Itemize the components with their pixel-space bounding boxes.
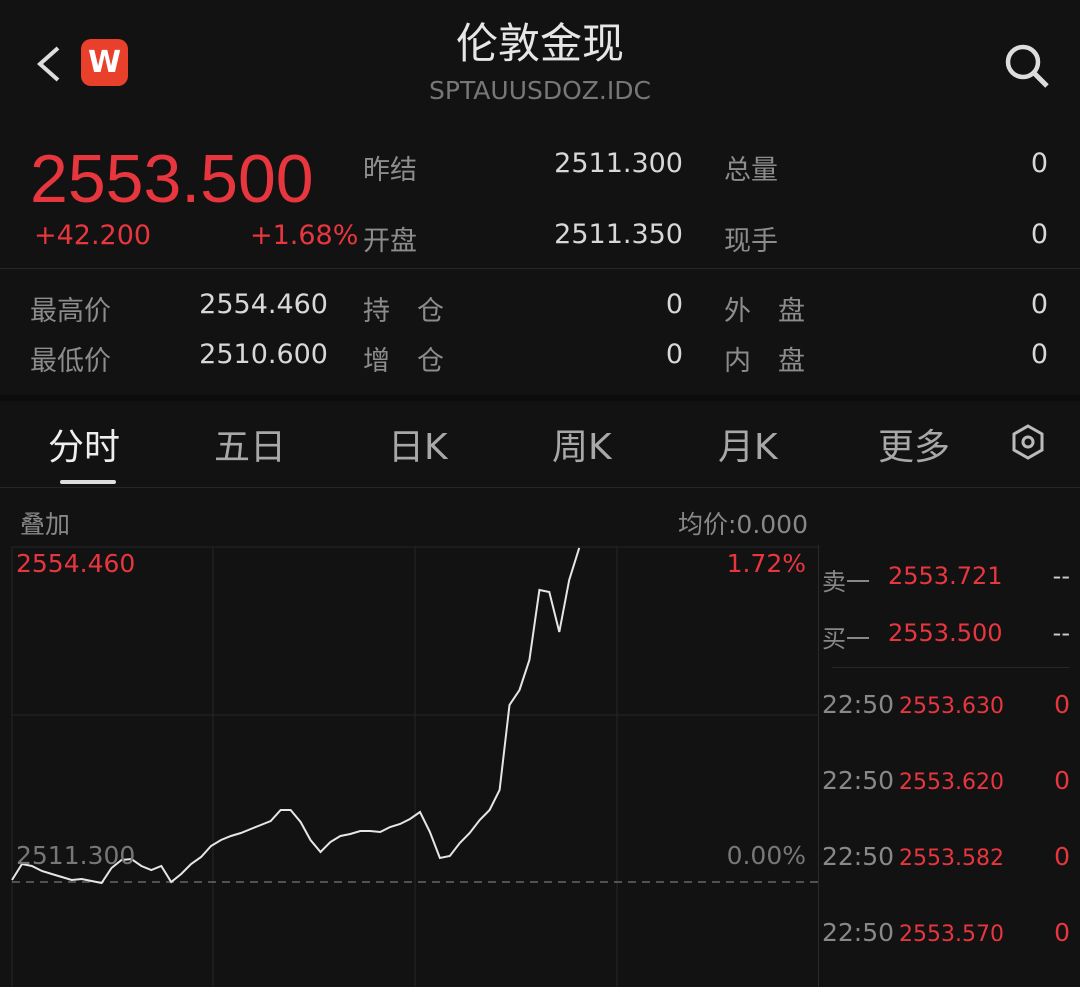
tick-price: 2553.570 (899, 922, 1004, 947)
tab-daily-k[interactable]: 日K (388, 427, 448, 468)
stat-label: 外 盘 (724, 296, 805, 327)
panel-border (818, 545, 819, 987)
tab-monthly-k[interactable]: 月K (718, 427, 778, 468)
tab-five-day[interactable]: 五日 (214, 427, 287, 468)
tick-volume: 0 (1054, 918, 1070, 947)
app-logo: W (81, 39, 128, 86)
order-label: 买一 (822, 625, 870, 653)
tick-price: 2553.620 (899, 770, 1004, 795)
stat-label: 开盘 (363, 226, 417, 257)
active-tab-indicator (60, 480, 116, 484)
tick-volume: 0 (1054, 842, 1070, 871)
tick-volume: 0 (1054, 766, 1070, 795)
symbol-code: SPTAUUSDOZ.IDC (429, 76, 651, 105)
order-label: 卖一 (822, 568, 870, 596)
chevron-left-icon (36, 46, 60, 82)
price-change: +42.200 (34, 220, 152, 251)
order-volume: -- (1052, 619, 1070, 647)
chart-top-pct: 1.72% (726, 549, 806, 578)
tab-intraday[interactable]: 分时 (48, 427, 121, 468)
tick-price: 2553.630 (899, 694, 1004, 719)
stat-label: 增 仓 (363, 346, 444, 377)
chart-top-price: 2554.460 (16, 549, 136, 578)
order-price: 2553.500 (888, 619, 1003, 647)
stat-value: 0 (1030, 219, 1048, 250)
order-volume: -- (1052, 562, 1070, 590)
chart-settings-button[interactable] (1008, 422, 1048, 466)
price-line (11, 547, 581, 885)
avg-price: 均价:0.000 (678, 510, 808, 539)
tick-row: 22:50 2553.582 0 (822, 842, 1072, 871)
order-book-row: 买一 2553.500 -- (822, 619, 1072, 654)
stat-value: 0 (665, 339, 683, 370)
chart-base-pct: 0.00% (726, 841, 806, 870)
stat-value: 2554.460 (199, 289, 328, 320)
divider (0, 487, 1080, 488)
tick-row: 22:50 2553.630 0 (822, 690, 1072, 719)
stat-label: 持 仓 (363, 296, 444, 327)
tab-weekly-k[interactable]: 周K (552, 427, 612, 468)
hexagon-settings-icon (1012, 424, 1044, 460)
stat-value: 2511.300 (554, 148, 683, 179)
divider (0, 395, 1080, 401)
tick-time: 22:50 (822, 766, 895, 795)
stat-value: 0 (1030, 289, 1048, 320)
tick-time: 22:50 (822, 690, 895, 719)
divider (832, 667, 1070, 668)
order-price: 2553.721 (888, 562, 1003, 590)
stat-value: 0 (1030, 148, 1048, 179)
tick-volume: 0 (1054, 690, 1070, 719)
tick-time: 22:50 (822, 918, 895, 947)
stat-label: 最高价 (30, 296, 111, 327)
stat-value: 0 (665, 289, 683, 320)
back-button[interactable] (34, 44, 64, 84)
tick-price: 2553.582 (899, 846, 1004, 871)
last-price: 2553.500 (30, 141, 314, 217)
overlay-button[interactable]: 叠加 (20, 510, 71, 539)
page-title: 伦敦金现 (455, 19, 624, 68)
tick-row: 22:50 2553.620 0 (822, 766, 1072, 795)
stat-label: 现手 (724, 226, 778, 257)
stat-label: 最低价 (30, 346, 111, 377)
stat-value: 0 (1030, 339, 1048, 370)
order-book-row: 卖一 2553.721 -- (822, 562, 1072, 597)
tick-row: 22:50 2553.570 0 (822, 918, 1072, 947)
tick-time: 22:50 (822, 842, 895, 871)
search-icon (1005, 44, 1049, 88)
price-change-pct: +1.68% (250, 220, 359, 251)
intraday-chart (11, 546, 818, 987)
tab-more[interactable]: 更多 (878, 427, 951, 468)
stat-label: 总量 (724, 155, 778, 186)
search-button[interactable] (1003, 42, 1051, 94)
chart-base-price: 2511.300 (16, 841, 136, 870)
divider (0, 268, 1080, 269)
stat-label: 昨结 (363, 155, 417, 186)
stat-value: 2510.600 (199, 339, 328, 370)
stat-value: 2511.350 (554, 219, 683, 250)
stat-label: 内 盘 (724, 346, 805, 377)
